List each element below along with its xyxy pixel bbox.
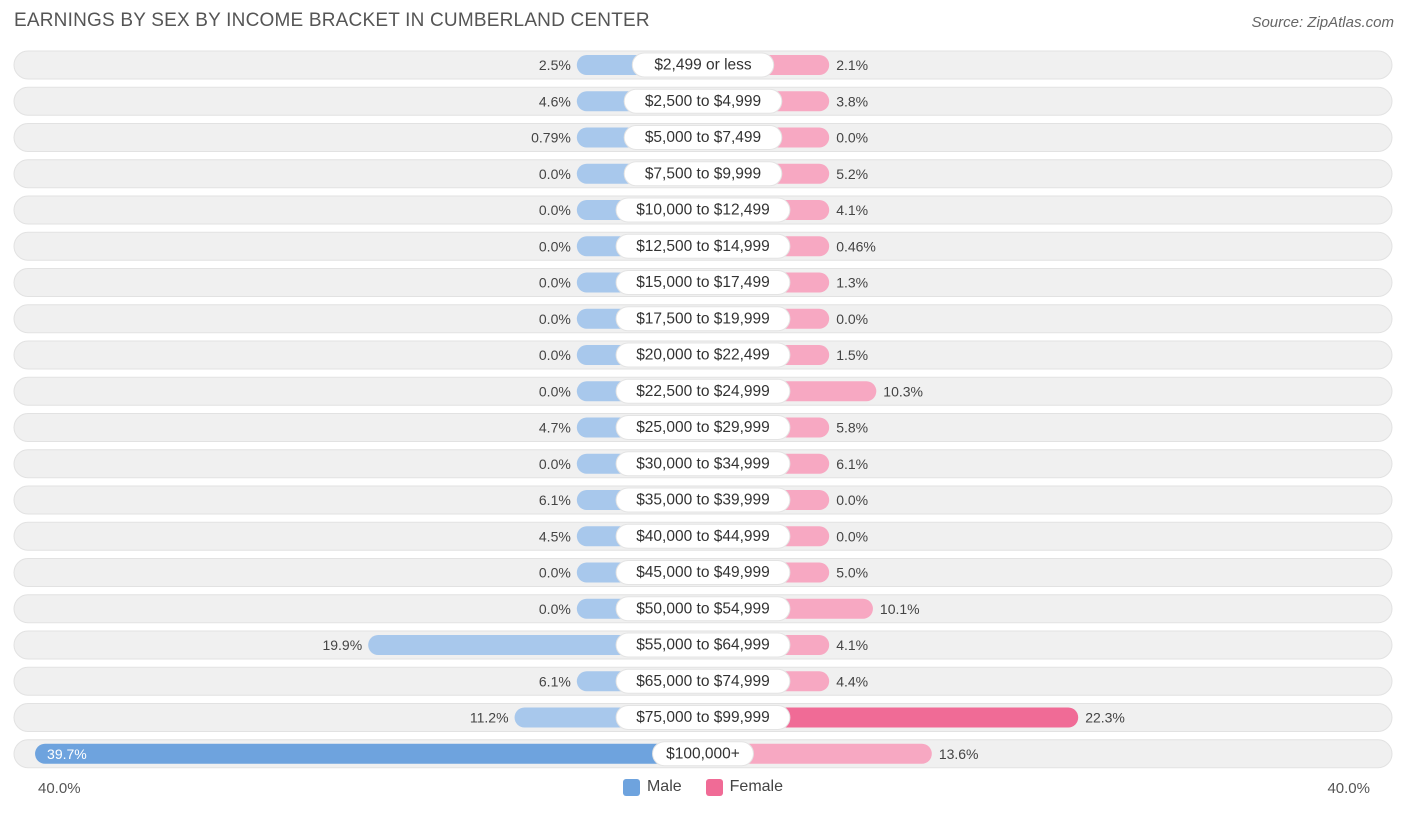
- category-label: $25,000 to $29,999: [636, 419, 770, 436]
- female-value-label: 13.6%: [939, 746, 979, 762]
- male-value-label: 0.0%: [539, 202, 571, 218]
- category-label: $15,000 to $17,499: [636, 274, 770, 291]
- category-label: $40,000 to $44,999: [636, 528, 770, 545]
- category-pill: [615, 415, 791, 440]
- category-pill: [615, 668, 791, 694]
- female-value-label: 3.8%: [836, 93, 868, 109]
- male-value-label: 0.79%: [531, 130, 571, 146]
- category-pill: [615, 632, 791, 658]
- category-label: $10,000 to $12,499: [636, 202, 770, 219]
- category-label: $17,500 to $19,999: [636, 310, 770, 327]
- female-value-label: 0.46%: [836, 238, 876, 254]
- female-bar-19[interactable]: [703, 743, 932, 764]
- category-pill: [615, 596, 791, 622]
- category-label: $50,000 to $54,999: [636, 600, 770, 617]
- male-value-label: 4.7%: [539, 420, 571, 436]
- category-pill: [623, 161, 783, 187]
- male-value-label: 4.5%: [539, 528, 571, 544]
- category-label: $30,000 to $34,999: [636, 455, 770, 472]
- female-value-label: 22.3%: [1085, 710, 1125, 726]
- category-label: $22,500 to $24,999: [636, 383, 770, 400]
- male-value-label: 2.5%: [539, 57, 571, 73]
- category-pill: [615, 270, 791, 295]
- category-pill: [623, 125, 783, 150]
- category-pill: [615, 705, 791, 730]
- female-value-label: 4.1%: [836, 202, 868, 218]
- legend-item-male[interactable]: Male: [622, 778, 682, 796]
- male-value-label: 0.0%: [539, 275, 571, 291]
- category-label: $65,000 to $74,999: [636, 673, 770, 690]
- category-pill: [615, 523, 791, 549]
- female-value-label: 0.0%: [836, 130, 868, 146]
- category-pill: [652, 741, 754, 767]
- category-label: $7,500 to $9,999: [645, 165, 761, 182]
- category-pill: [623, 88, 783, 114]
- female-value-label: 4.4%: [836, 673, 868, 689]
- category-pill: [615, 233, 791, 259]
- category-label: $20,000 to $22,499: [636, 347, 770, 364]
- male-value-label: 0.0%: [539, 238, 571, 254]
- category-label: $5,000 to $7,499: [645, 129, 761, 146]
- female-swatch: [705, 778, 723, 796]
- female-value-label: 1.5%: [836, 347, 868, 363]
- female-value-label: 2.1%: [836, 57, 868, 73]
- category-label: $12,500 to $14,999: [636, 238, 770, 255]
- female-value-label: 5.8%: [836, 420, 868, 436]
- male-bar-19[interactable]: [35, 743, 704, 764]
- category-label: $2,500 to $4,999: [645, 93, 761, 110]
- category-label: $75,000 to $99,999: [636, 709, 770, 726]
- female-value-label: 10.1%: [880, 601, 920, 617]
- chart-title: EARNINGS BY SEX BY INCOME BRACKET IN CUM…: [14, 10, 650, 31]
- male-value-label: 0.0%: [539, 601, 571, 617]
- legend-item-female[interactable]: Female: [705, 778, 784, 796]
- male-value-label: 6.1%: [539, 673, 571, 689]
- category-pill: [615, 378, 791, 404]
- category-pill: [631, 52, 775, 78]
- category-pill: [615, 197, 791, 223]
- male-value-label: 0.0%: [539, 456, 571, 472]
- category-pill: [615, 560, 791, 585]
- female-value-label: 4.1%: [836, 637, 868, 653]
- category-label: $2,499 or less: [654, 57, 752, 74]
- female-value-label: 5.0%: [836, 565, 868, 581]
- male-value-label: 0.0%: [539, 166, 571, 182]
- category-label: $100,000+: [666, 745, 740, 762]
- category-pill: [615, 342, 791, 368]
- category-label: $55,000 to $64,999: [636, 637, 770, 654]
- axis-left-label: 40.0%: [38, 780, 81, 797]
- female-value-label: 5.2%: [836, 166, 868, 182]
- male-value-label: 19.9%: [322, 637, 362, 653]
- female-bar-18[interactable]: [703, 707, 1079, 728]
- male-value-label: 0.0%: [539, 347, 571, 363]
- legend-label-female: Female: [729, 778, 784, 795]
- category-label: $35,000 to $39,999: [636, 492, 770, 509]
- category-label: $45,000 to $49,999: [636, 564, 770, 581]
- female-value-label: 6.1%: [836, 456, 868, 472]
- axis-right-label: 40.0%: [1327, 780, 1370, 797]
- male-value-label: 0.0%: [539, 565, 571, 581]
- female-value-label: 1.3%: [836, 275, 868, 291]
- female-value-label: 10.3%: [883, 383, 923, 399]
- male-value-label: 39.7%: [47, 746, 87, 762]
- category-pill: [615, 306, 791, 332]
- male-value-label: 4.6%: [539, 93, 571, 109]
- category-pill: [615, 451, 791, 477]
- source-label: Source: ZipAtlas.com: [1251, 14, 1394, 31]
- legend: Male Female: [0, 778, 1406, 796]
- female-value-label: 0.0%: [836, 311, 868, 327]
- male-value-label: 11.2%: [470, 710, 509, 726]
- legend-label-male: Male: [646, 778, 682, 795]
- male-value-label: 0.0%: [539, 383, 571, 399]
- female-value-label: 0.0%: [836, 492, 868, 508]
- male-swatch: [622, 778, 640, 796]
- male-value-label: 0.0%: [539, 311, 571, 327]
- female-value-label: 0.0%: [836, 528, 868, 544]
- male-value-label: 6.1%: [539, 492, 571, 508]
- category-pill: [615, 487, 791, 513]
